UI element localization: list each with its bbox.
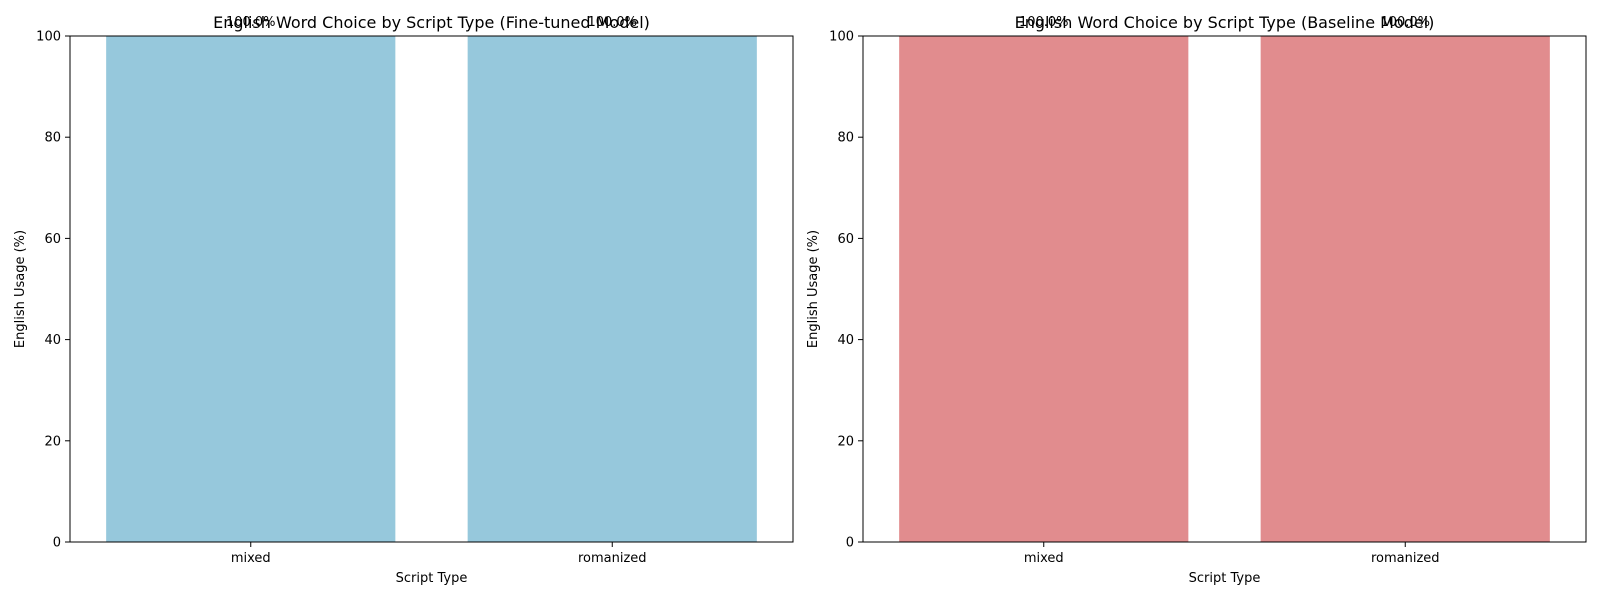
- y-tick-label: 0: [53, 536, 61, 551]
- bar-mixed: [899, 36, 1189, 542]
- plot-frame: [69, 35, 794, 543]
- bar-value-label: 100.0%: [1380, 15, 1430, 30]
- y-tick-label: 100: [36, 30, 61, 45]
- y-tick-label: 60: [44, 232, 61, 247]
- y-tick-label: 60: [837, 232, 854, 247]
- bar-romanized: [467, 36, 757, 542]
- bar-value-label: 100.0%: [587, 15, 637, 30]
- bar-value-label: 100.0%: [1019, 15, 1069, 30]
- y-axis-ticks: 0 20 40 60 80 100: [36, 30, 70, 551]
- y-tick-label: 80: [44, 131, 61, 146]
- x-tick-label: romanized: [578, 551, 647, 566]
- y-tick-label: 40: [44, 333, 61, 348]
- y-tick-label: 20: [837, 434, 854, 449]
- bar-mixed: [106, 36, 396, 542]
- y-tick-label: 80: [837, 131, 854, 146]
- y-tick-label: 100: [829, 30, 854, 45]
- value-labels: 100.0% 100.0%: [1019, 15, 1430, 30]
- x-tick-label: mixed: [1024, 551, 1064, 566]
- y-axis-label: English Usage (%): [13, 230, 28, 348]
- chart-title: English Word Choice by Script Type (Fine…: [213, 13, 650, 32]
- x-axis-ticks: mixed romanized: [1024, 542, 1440, 566]
- bars-group: [899, 36, 1550, 542]
- bars-group: [106, 36, 757, 542]
- bar-romanized: [1260, 36, 1550, 542]
- value-labels: 100.0% 100.0%: [226, 15, 637, 30]
- x-tick-label: mixed: [231, 551, 271, 566]
- x-axis-ticks: mixed romanized: [231, 542, 647, 566]
- y-axis-ticks: 0 20 40 60 80 100: [829, 30, 863, 551]
- bar-value-label: 100.0%: [226, 15, 276, 30]
- y-tick-label: 20: [44, 434, 61, 449]
- x-axis-label: Script Type: [1189, 571, 1261, 586]
- chart-title: English Word Choice by Script Type (Base…: [1015, 13, 1435, 32]
- y-tick-label: 40: [837, 333, 854, 348]
- plot-frame: [862, 35, 1587, 543]
- y-tick-label: 0: [846, 536, 854, 551]
- x-tick-label: romanized: [1371, 551, 1440, 566]
- y-axis-label: English Usage (%): [806, 230, 821, 348]
- x-axis-label: Script Type: [396, 571, 468, 586]
